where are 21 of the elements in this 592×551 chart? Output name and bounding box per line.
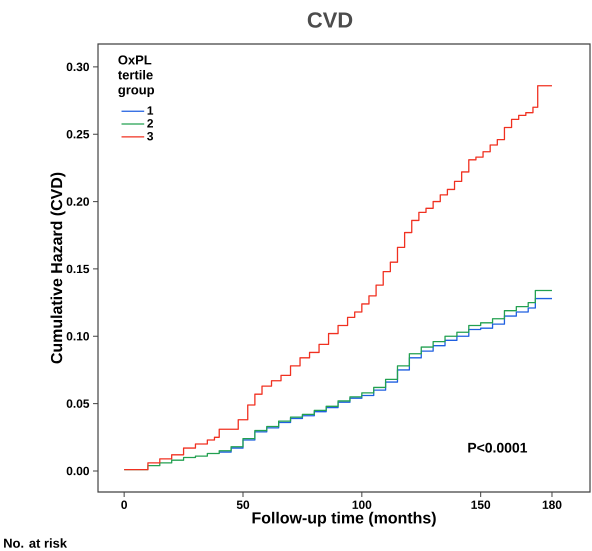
y-tick-label: 0.30 (66, 62, 89, 72)
legend-label: 3 (147, 132, 154, 140)
chart-title: CVD (308, 12, 352, 28)
x-axis-title: Follow-up time (months) (252, 512, 436, 527)
text: No. at risk (4, 538, 68, 548)
x-tick-label: 150 (471, 500, 490, 509)
y-tick-label: 0.15 (66, 264, 90, 274)
legend-label: 2 (147, 119, 154, 128)
y-tick-label: 0.20 (66, 197, 89, 206)
annotation: P<0.0001 (468, 442, 528, 453)
x-tick-label: 180 (542, 500, 562, 509)
x-tick-label: 0 (121, 500, 127, 509)
y-axis-title: Cumulative Hazard (CVD) (50, 172, 66, 364)
y-tick-label: 0.05 (66, 399, 90, 408)
y-tick-label: 0.10 (66, 332, 89, 340)
legend-title: OxPL tertile group (118, 55, 154, 98)
x-tick-label: 100 (352, 500, 372, 509)
y-tick-label: 0.00 (66, 466, 89, 476)
y-tick-label: 0.25 (66, 130, 90, 138)
x-tick-label: 50 (236, 500, 250, 509)
legend-label: 1 (148, 106, 154, 115)
